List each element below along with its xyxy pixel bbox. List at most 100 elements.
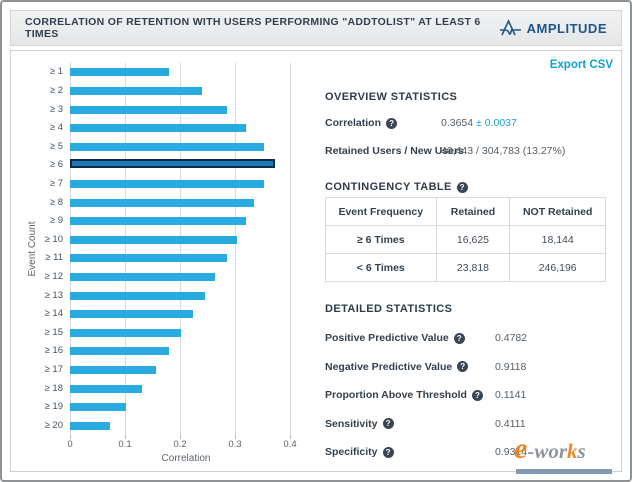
y-tick-label: ≥ 1 [49, 66, 63, 78]
y-tick-label: ≥ 7 [49, 177, 63, 189]
amplitude-logo: AMPLITUDE [499, 19, 607, 37]
bar-≥5[interactable] [70, 142, 265, 151]
y-tick-label: ≥ 12 [44, 270, 63, 282]
bar-≥10[interactable] [70, 235, 237, 244]
help-icon[interactable]: ? [456, 181, 468, 193]
table-cell: 246,196 [509, 253, 606, 282]
table-row: ≥ 6 Times 16,625 18,144 [325, 225, 606, 254]
amplitude-logo-icon [499, 19, 521, 36]
bar-≥17[interactable] [70, 365, 157, 374]
bar-≥1[interactable] [70, 68, 169, 77]
bar-≥20[interactable] [70, 421, 110, 430]
help-icon[interactable]: ? [382, 446, 394, 458]
bar-≥6[interactable] [70, 159, 275, 169]
x-tick-label: 0.4 [283, 439, 297, 450]
contingency-table: Event Frequency Retained NOT Retained ≥ 6 T… [325, 197, 606, 282]
gridline [290, 63, 291, 435]
y-tick-label: ≥ 19 [44, 401, 63, 413]
content-panel: Event Count ≥ 1 ≥ 2 ≥ 3 ≥ 4 ≥ 5 ≥ 6 ≥ 7 ≥ 8 ≥ 9 ≥… [10, 50, 622, 472]
y-axis-tick-labels: ≥ 1 ≥ 2 ≥ 3 ≥ 4 ≥ 5 ≥ 6 ≥ 7 ≥ 8 ≥ 9 ≥ 10 ≥ 11 ≥ 12 ≥… [17, 63, 63, 435]
export-csv-link[interactable]: Export CSV [549, 59, 613, 71]
bar-≥13[interactable] [70, 291, 205, 300]
stat-value: 0.9314 [495, 446, 528, 458]
retained-users-row: Retained Users / New Users 40,443 / 304,… [325, 145, 615, 157]
amplitude-logo-text: AMPLITUDE [526, 20, 607, 36]
x-tick-label: 0.3 [228, 439, 242, 450]
help-icon[interactable]: ? [457, 361, 469, 372]
correlation-label: Correlation ? [325, 117, 398, 129]
table-header: Retained [435, 197, 511, 226]
y-tick-label: ≥ 20 [44, 419, 63, 431]
correlation-chart: Event Count ≥ 1 ≥ 2 ≥ 3 ≥ 4 ≥ 5 ≥ 6 ≥ 7 ≥ 8 ≥ 9 ≥… [17, 57, 317, 472]
gridline [235, 63, 236, 435]
overview-statistics-heading: OVERVIEW STATISTICS [325, 91, 458, 103]
tick-mark [235, 435, 236, 439]
tick-mark [125, 435, 126, 439]
x-tick-label: 0.1 [118, 439, 132, 450]
table-cell: 23,818 [435, 253, 511, 282]
detailed-stat-row: Negative Predictive Value? 0.9118 [325, 361, 615, 373]
stat-label: Proportion Above Threshold? [325, 389, 483, 401]
bar-≥11[interactable] [70, 254, 227, 263]
eworks-underline [516, 469, 612, 474]
stat-label: Negative Predictive Value? [325, 361, 469, 373]
table-header: Event Frequency [325, 197, 437, 226]
retained-users-label: Retained Users / New Users [325, 145, 464, 157]
bar-≥7[interactable] [70, 179, 265, 188]
table-cell: ≥ 6 Times [325, 225, 437, 254]
bar-≥4[interactable] [70, 124, 246, 133]
tick-mark [290, 435, 291, 439]
x-axis-title: Correlation [161, 453, 211, 464]
contingency-table-heading: CONTINGENCY TABLE ? [325, 181, 468, 193]
detailed-stat-row: Positive Predictive Value? 0.4782 [325, 332, 615, 344]
bar-≥8[interactable] [70, 198, 255, 207]
y-tick-label: ≥ 17 [44, 363, 63, 375]
help-icon[interactable]: ? [453, 332, 465, 344]
bar-≥15[interactable] [70, 328, 182, 337]
y-tick-label: ≥ 18 [44, 382, 63, 394]
bar-≥12[interactable] [70, 272, 216, 281]
bar-≥14[interactable] [70, 310, 194, 319]
retained-users-value: 40,443 / 304,783 (13.27%) [441, 145, 566, 157]
help-icon[interactable]: ? [386, 117, 398, 129]
y-tick-label: ≥ 3 [49, 103, 63, 115]
bar-≥9[interactable] [70, 217, 246, 226]
gridline [70, 63, 71, 435]
bar-≥19[interactable] [70, 403, 127, 412]
stats-panel: Export CSV OVERVIEW STATISTICS Correlati… [325, 55, 615, 471]
x-tick-label: 0.2 [173, 439, 187, 450]
stat-value: 0.4782 [495, 332, 528, 344]
stat-label: Positive Predictive Value? [325, 332, 465, 344]
table-row: < 6 Times 23,818 246,196 [325, 253, 606, 282]
bar-≥3[interactable] [70, 105, 227, 114]
y-tick-label: ≥ 11 [45, 252, 63, 264]
y-tick-label: ≥ 14 [44, 308, 63, 320]
stat-value: 0.9118 [495, 360, 527, 373]
stat-label: Specificity? [325, 446, 394, 458]
bar-≥16[interactable] [70, 347, 169, 356]
gridline [180, 63, 181, 435]
correlation-row: Correlation ? 0.3654 ± 0.0037 [325, 117, 615, 129]
y-tick-label: ≥ 5 [49, 140, 63, 152]
table-header: NOT Retained [509, 197, 606, 226]
table-cell: 16,625 [435, 225, 511, 254]
y-tick-label: ≥ 2 [49, 84, 63, 96]
y-tick-label: ≥ 13 [44, 289, 63, 301]
correlation-error: ± 0.0037 [476, 117, 517, 129]
x-tick-label: 0 [67, 439, 73, 450]
plot-area [70, 63, 302, 439]
bar-≥18[interactable] [70, 384, 142, 393]
y-tick-label: ≥ 16 [44, 345, 63, 357]
bar-≥2[interactable] [70, 86, 202, 95]
y-tick-label: ≥ 9 [49, 215, 63, 227]
tick-mark [180, 435, 181, 439]
help-icon[interactable]: ? [382, 418, 394, 429]
stat-value: 0.4111 [495, 417, 526, 430]
y-tick-label: ≥ 15 [44, 326, 63, 338]
x-axis-tick-labels: 0 0.1 0.2 0.3 0.4 [67, 439, 302, 451]
eworks-watermark: e-works [514, 432, 618, 474]
help-icon[interactable]: ? [471, 389, 483, 401]
title-bar: CORRELATION OF RETENTION WITH USERS PERF… [10, 10, 622, 46]
y-tick-label: ≥ 8 [49, 196, 63, 208]
